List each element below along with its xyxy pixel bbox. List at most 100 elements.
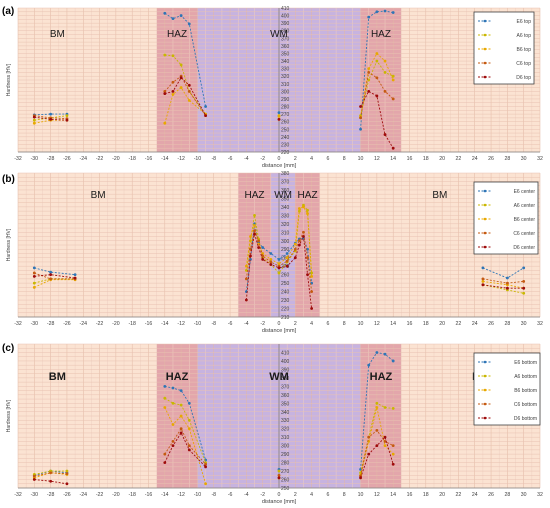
y-tick-label: 390 <box>281 367 290 373</box>
series-line <box>360 407 394 476</box>
data-point <box>32 115 36 119</box>
data-point <box>269 252 273 255</box>
x-tick-label: -14 <box>161 321 169 327</box>
legend-entry: E6 bottom <box>514 360 537 366</box>
panel-label: (c) <box>2 343 14 354</box>
y-axis-label: Hardness [HV] <box>6 399 12 432</box>
x-tick-label: 24 <box>472 321 478 327</box>
data-point <box>204 105 207 108</box>
data-point <box>32 121 36 125</box>
data-point <box>269 258 273 261</box>
data-point <box>481 280 485 283</box>
y-tick-label: 350 <box>281 51 290 57</box>
legend-marker <box>483 416 487 420</box>
series-line <box>164 407 207 484</box>
x-tick-label: 12 <box>374 156 380 162</box>
x-tick-label: 10 <box>358 492 364 498</box>
y-tick-label: 290 <box>281 452 290 458</box>
x-tick-label: -22 <box>96 492 104 498</box>
y-tick-label: 270 <box>281 469 290 475</box>
x-tick-label: -30 <box>31 321 39 327</box>
data-point <box>383 406 387 409</box>
data-point <box>65 482 69 486</box>
y-tick-label: 390 <box>281 21 290 27</box>
x-tick-label: -4 <box>244 492 249 498</box>
x-tick-label: -32 <box>14 321 22 327</box>
data-point <box>269 260 273 264</box>
data-point <box>391 359 395 363</box>
y-tick-label: 400 <box>281 14 290 20</box>
x-tick-label: -26 <box>63 321 71 327</box>
legend-marker <box>483 217 487 221</box>
data-point <box>522 266 526 270</box>
data-point <box>375 351 379 354</box>
data-point <box>204 482 207 486</box>
x-tick-label: 30 <box>521 321 527 327</box>
data-point <box>163 121 167 125</box>
y-tick-label: 350 <box>281 196 290 202</box>
data-point <box>204 462 207 466</box>
data-point <box>505 286 509 290</box>
y-tick-label: 340 <box>281 205 290 211</box>
data-point <box>32 281 36 285</box>
x-tick-label: -18 <box>128 156 136 162</box>
x-tick-label: -10 <box>194 156 202 162</box>
x-axis-label: distance [mm] <box>262 328 297 334</box>
x-tick-label: 18 <box>423 492 429 498</box>
data-point <box>73 276 77 280</box>
y-tick-label: 340 <box>281 59 290 65</box>
x-tick-label: 14 <box>390 156 396 162</box>
legend-entry: D6 bottom <box>514 416 537 422</box>
data-point <box>277 469 281 473</box>
y-tick-label: 230 <box>281 142 290 148</box>
data-point <box>179 76 183 80</box>
y-axis-label: Hardness [HV] <box>6 63 12 96</box>
data-point <box>367 71 371 74</box>
data-point <box>32 274 36 278</box>
y-tick-label: 410 <box>281 6 290 12</box>
chart-panel-2: 2102202302402502602702802903003103203303… <box>2 171 543 334</box>
x-tick-label: -20 <box>112 492 120 498</box>
data-point <box>375 59 379 63</box>
data-point <box>375 52 379 55</box>
data-point <box>187 448 191 452</box>
zone-label: WM <box>270 29 288 40</box>
data-point <box>383 435 387 439</box>
legend-marker <box>483 19 487 23</box>
y-tick-label: 270 <box>281 112 290 118</box>
x-tick-label: -24 <box>80 492 88 498</box>
x-tick-label: -26 <box>63 492 71 498</box>
data-point <box>179 86 183 89</box>
legend-entry: E6 top <box>517 19 532 25</box>
data-point <box>383 59 387 63</box>
data-point <box>297 239 301 243</box>
series-line <box>34 479 68 485</box>
x-axis-label: distance [mm] <box>262 499 297 505</box>
x-tick-label: -28 <box>47 156 55 162</box>
y-tick-label: 250 <box>281 486 290 492</box>
data-point <box>481 277 485 281</box>
data-point <box>49 270 53 274</box>
data-point <box>367 452 371 456</box>
y-tick-label: 320 <box>281 222 290 228</box>
x-tick-label: 32 <box>537 321 543 327</box>
series-line <box>164 77 206 116</box>
data-point <box>375 429 379 432</box>
data-point <box>359 116 362 120</box>
x-tick-label: -20 <box>112 156 120 162</box>
chart-panel-1: 2202302402502602702802903003103203303403… <box>2 6 543 169</box>
data-point <box>187 99 191 102</box>
y-tick-label: 310 <box>281 230 290 236</box>
y-tick-label: 260 <box>281 273 290 279</box>
y-tick-label: 380 <box>281 171 290 177</box>
y-tick-label: 410 <box>281 350 290 356</box>
data-point <box>359 476 362 480</box>
data-point <box>32 285 36 289</box>
x-tick-label: 16 <box>407 156 413 162</box>
series-line <box>164 432 206 468</box>
x-tick-label: 16 <box>407 321 413 327</box>
legend-entry: A6 center <box>514 203 536 209</box>
data-point <box>32 266 36 270</box>
data-point <box>261 246 265 249</box>
data-point <box>277 476 281 480</box>
